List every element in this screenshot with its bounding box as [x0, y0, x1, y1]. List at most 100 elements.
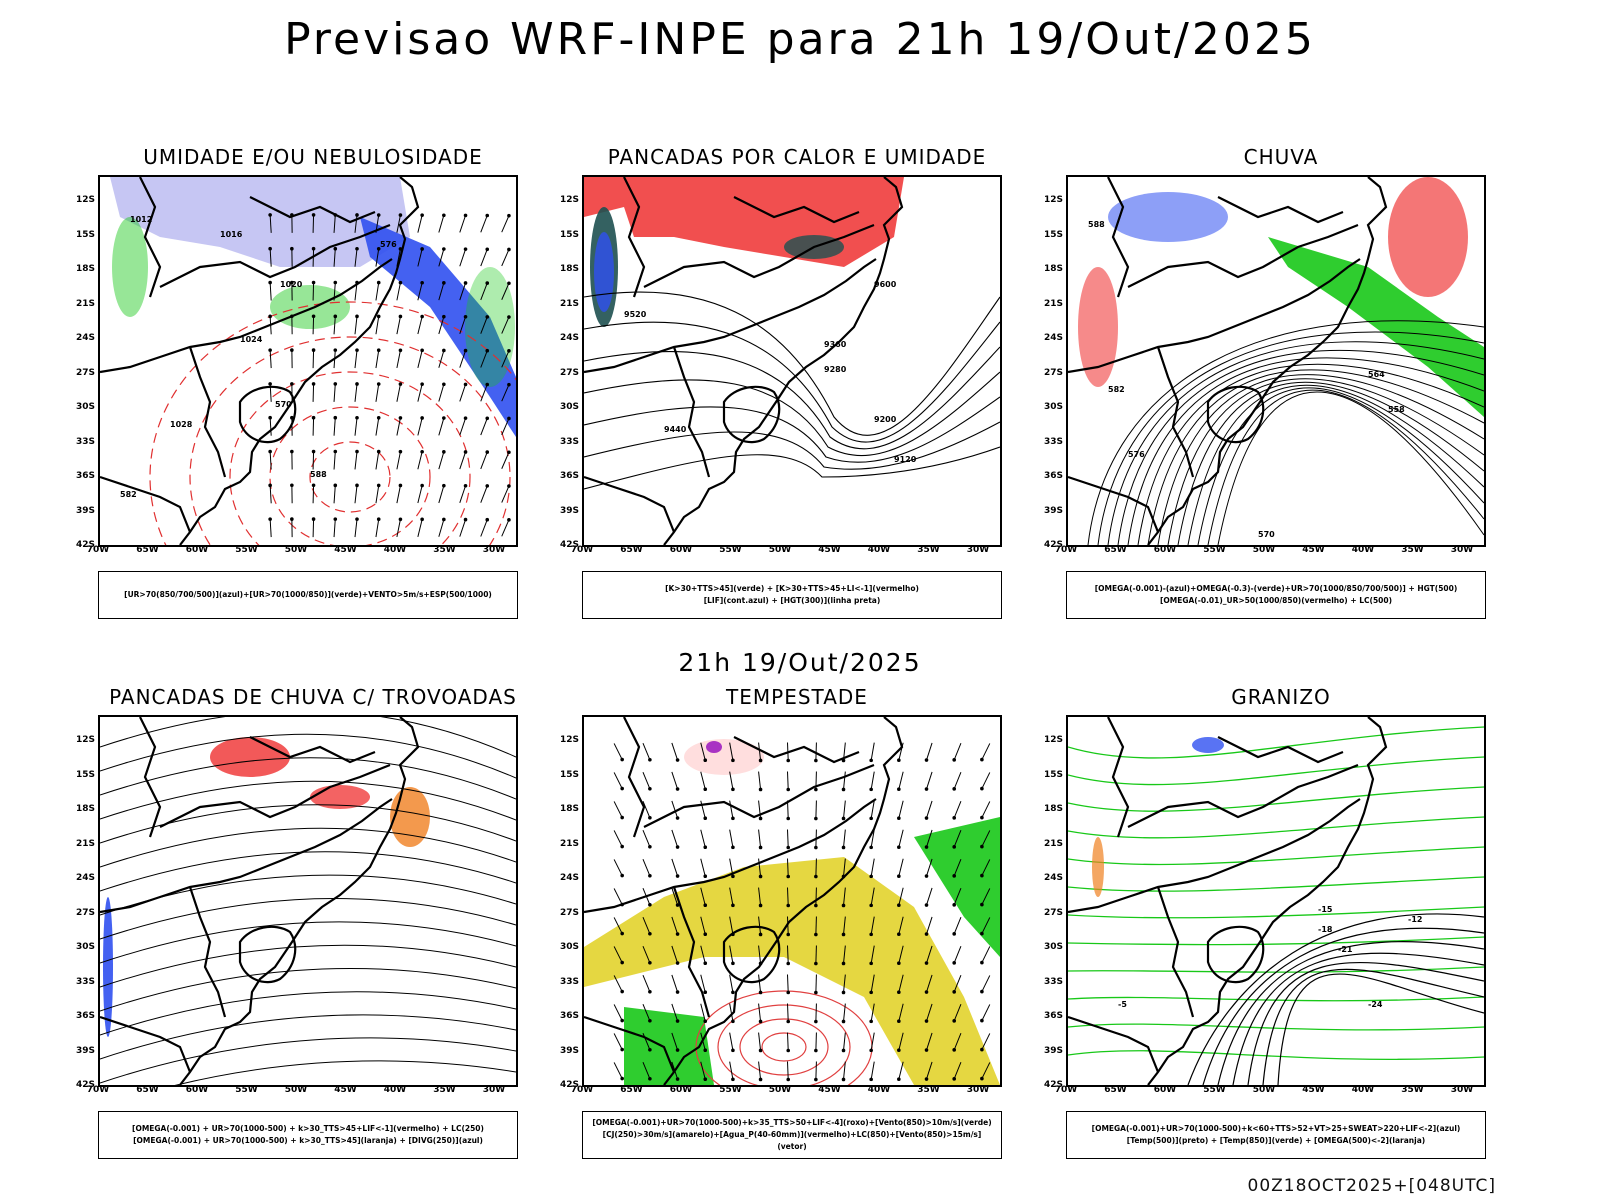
lon-tick-label: 55W — [235, 1085, 258, 1095]
panel-chuva: CHUVA 588 582 576 570 564 558 12S 15S 18S 21S 24S 27… — [1044, 145, 1516, 625]
lat-tick-label: 30S — [560, 942, 580, 952]
lat-tick-label: 12S — [1044, 195, 1064, 205]
lat-tick-label: 21S — [560, 298, 580, 309]
panel-title: TEMPESTADE — [726, 685, 868, 709]
lat-tick-label: 12S — [560, 195, 580, 205]
lon-tick-label: 40W — [1351, 545, 1375, 555]
lon-tick-label: 55W — [719, 545, 742, 555]
lon-tick-label: 35W — [1401, 545, 1424, 555]
lon-tick-label: 30W — [1450, 1085, 1474, 1095]
lon-tick-label: 55W — [235, 545, 258, 555]
lon-tick-label: 70W — [570, 545, 594, 555]
forecast-map: -12 -15 -18 -21 -24 -5 — [1066, 715, 1486, 1087]
legend-line: [Temp(500)](preto) + [Temp(850)](verde) … — [1126, 1136, 1426, 1145]
lat-tick-label: 21S — [76, 838, 96, 849]
lat-tick-label: 42S — [1044, 540, 1064, 550]
panel-legend: [OMEGA(-0.001)-(azul)+OMEGA(-0.3)-(verde… — [1066, 571, 1486, 619]
contour-label: 588 — [1088, 220, 1105, 229]
contour-label: 588 — [310, 470, 327, 479]
lon-tick-label: 30W — [966, 1085, 990, 1095]
lat-tick-label: 15S — [1044, 229, 1064, 240]
legend-line: [OMEGA(-0.001)+UR>70(1000-500)+k<60+TTS>… — [1091, 1124, 1461, 1133]
lat-tick-label: 24S — [76, 873, 96, 883]
lon-tick-label: 30W — [482, 545, 506, 555]
lon-tick-label: 50W — [1252, 545, 1276, 555]
temp500-contours — [1187, 913, 1484, 1085]
panel-legend: [OMEGA(-0.001)+UR>70(1000-500)+k>35_TTS>… — [582, 1111, 1002, 1159]
lon-tick-label: 60W — [185, 545, 209, 555]
lon-tick-label: 70W — [570, 1085, 594, 1095]
main-title: Previsao WRF-INPE para 21h 19/Out/2025 — [284, 14, 1316, 65]
lon-tick-label: 45W — [334, 1085, 357, 1095]
hgt300-contours — [584, 291, 1000, 490]
panel-tempestade: TEMPESTADE 12S 15S 18S 21S 24S 27S 30S 33S 36S 39S… — [560, 685, 1032, 1165]
lon-tick-label: 45W — [1302, 545, 1325, 555]
panel-title: PANCADAS POR CALOR E UMIDADE — [607, 145, 987, 169]
contour-label: 564 — [1368, 370, 1385, 379]
panel-umidade: UMIDADE E/OU NEBULOSIDADE 1012 1016 1020 102… — [76, 145, 548, 625]
contour-label: -24 — [1368, 1000, 1383, 1009]
storm-core-area — [706, 741, 722, 753]
lat-tick-label: 39S — [76, 505, 96, 516]
instability-area — [584, 177, 904, 267]
panel-title: UMIDADE E/OU NEBULOSIDADE — [143, 145, 483, 169]
lat-tick-label: 21S — [1044, 838, 1064, 849]
lon-tick-label: 60W — [1153, 1085, 1177, 1095]
panel-legend: [K>30+TTS>45](verde) + [K>30+TTS>45+LI<-… — [582, 571, 1002, 619]
lat-tick-label: 33S — [560, 436, 580, 447]
lif-area-west — [594, 232, 614, 312]
lon-tick-label: 40W — [867, 545, 891, 555]
panel-legend: [OMEGA(-0.001)+UR>70(1000-500)+k<60+TTS>… — [1066, 1111, 1486, 1159]
contour-label: -21 — [1338, 945, 1353, 954]
lat-tick-label: 24S — [560, 873, 580, 883]
legend-line: [LIF](cont.azul) + [HGT(300)](linha pret… — [703, 596, 881, 605]
lat-tick-label: 27S — [76, 907, 96, 918]
lon-tick-label: 40W — [383, 1085, 407, 1095]
lat-tick-label: 24S — [560, 333, 580, 343]
contour-label: 570 — [275, 400, 292, 409]
lat-tick-label: 27S — [560, 367, 580, 378]
wind850-area-south — [624, 1007, 714, 1085]
lon-tick-label: 30W — [966, 545, 990, 555]
forecast-map — [98, 715, 518, 1087]
lon-tick-label: 50W — [768, 1085, 792, 1095]
lat-tick-label: 15S — [1044, 769, 1064, 780]
divergence-area — [103, 897, 113, 1037]
contour-label: 9520 — [624, 310, 647, 319]
lon-tick-label: 35W — [1401, 1085, 1424, 1095]
lon-tick-label: 65W — [620, 1085, 643, 1095]
wind850-vectors — [613, 742, 991, 1082]
lat-tick-label: 18S — [76, 264, 96, 274]
lat-tick-label: 33S — [560, 976, 580, 987]
rain-area-east — [1388, 177, 1468, 297]
hail-area — [1192, 737, 1224, 753]
legend-line: [OMEGA(-0.001) + UR>70(1000-500) + k>30_… — [132, 1124, 484, 1133]
lon-tick-label: 70W — [1054, 1085, 1078, 1095]
lon-tick-label: 65W — [1104, 1085, 1127, 1095]
lat-tick-label: 36S — [76, 471, 96, 481]
lon-tick-label: 70W — [86, 1085, 110, 1095]
lat-tick-label: 18S — [1044, 264, 1064, 274]
lat-tick-label: 27S — [76, 367, 96, 378]
precip-water-area — [684, 739, 764, 775]
lon-tick-label: 45W — [334, 545, 357, 555]
coastline — [100, 717, 420, 1085]
contour-label: 1024 — [240, 335, 263, 344]
lon-tick-label: 70W — [86, 545, 110, 555]
coastline — [1068, 177, 1388, 545]
coastline — [1068, 717, 1388, 1085]
lat-tick-label: 30S — [76, 942, 96, 952]
lat-tick-label: 27S — [1044, 907, 1064, 918]
humidity-upper-band — [360, 217, 516, 437]
contour-label: 576 — [1128, 450, 1145, 459]
coastline — [584, 717, 904, 1085]
lon-tick-label: 40W — [383, 545, 407, 555]
panel-pancadas-calor: PANCADAS POR CALOR E UMIDADE 9600 9520 9440… — [560, 145, 1032, 625]
contour-label: -15 — [1318, 905, 1333, 914]
humidity-low-west — [112, 217, 148, 317]
lon-tick-label: 35W — [917, 545, 940, 555]
lon-tick-label: 60W — [1153, 545, 1177, 555]
lon-tick-label: 30W — [1450, 545, 1474, 555]
legend-line: [OMEGA(-0.001)+UR>70(1000-500)+k>35_TTS>… — [592, 1118, 992, 1127]
